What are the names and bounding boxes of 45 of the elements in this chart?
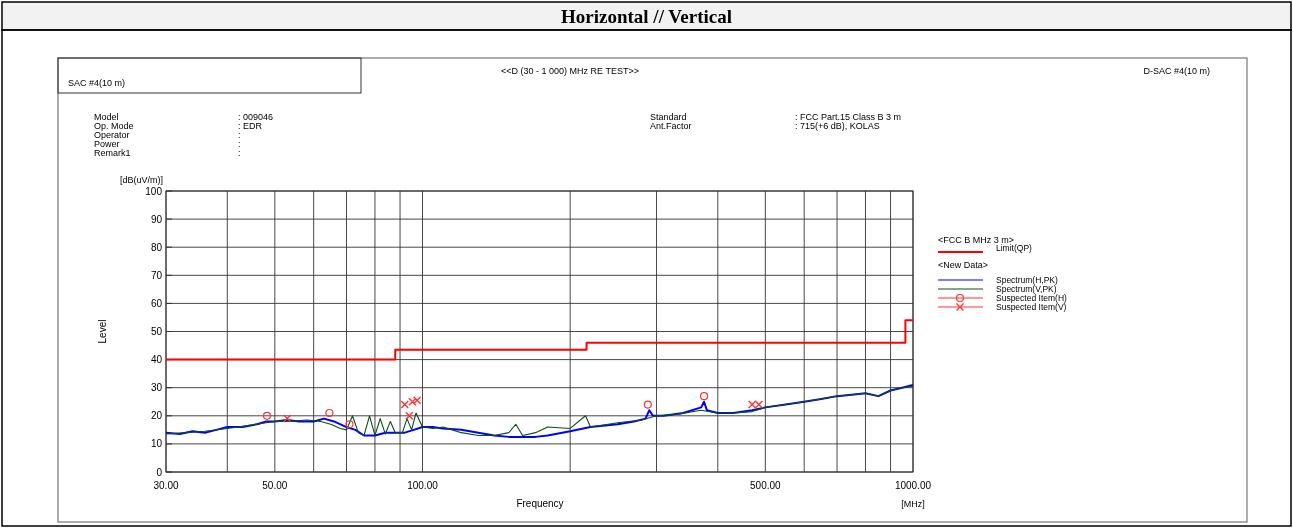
y-tick-label: 80 — [150, 241, 163, 253]
x-tick-label: 100.00 — [407, 480, 439, 491]
y-axis-title: Level — [97, 319, 108, 344]
x-axis-title: Frequency — [516, 498, 564, 509]
y-tick-label: 0 — [156, 466, 163, 478]
text: Model — [94, 112, 119, 122]
y-tick-label: 90 — [150, 213, 163, 225]
text: Spectrum(H,PK) — [996, 275, 1059, 285]
y-tick-label: 50 — [150, 326, 163, 337]
text: D-SAC #4(10 m) — [1143, 66, 1210, 76]
text: Spectrum(V,PK) — [996, 284, 1057, 294]
legend-title: <FCC B MHz 3 m> — [938, 235, 1015, 245]
text: <New Data> — [938, 260, 989, 270]
text: : EDR — [238, 121, 263, 131]
text: [MHz] — [901, 499, 925, 509]
x-tick-label: 30.00 — [153, 480, 179, 491]
chart-title: Horizontal // Vertical — [561, 6, 732, 27]
y-tick-label: 60 — [150, 297, 163, 309]
y-tick-label: 100 — [145, 185, 163, 197]
y-tick-label: 40 — [150, 354, 163, 366]
y-tick-label: 10 — [150, 438, 163, 450]
text: Op. Mode — [94, 121, 134, 131]
text: Power — [94, 139, 120, 149]
y-tick-label: 30 — [150, 382, 163, 394]
text: Remark1 — [94, 148, 131, 158]
chart-subtitle: <<D (30 - 1 000) MHz RE TEST>> — [501, 66, 639, 76]
text: : FCC Part.15 Class B 3 m — [795, 112, 902, 122]
x-tick-label: 50.00 — [262, 480, 288, 491]
x-tick-label: 1000.00 — [894, 480, 932, 491]
text: : 715(+6 dB), KOLAS — [795, 121, 880, 131]
text: : 009046 — [238, 112, 274, 122]
text: [dB(uV/m)] — [120, 175, 164, 185]
text: SAC #4(10 m) — [68, 78, 126, 88]
y-tick-label: 70 — [150, 269, 163, 281]
text: : — [238, 130, 241, 140]
text: Suspected Item(H) — [996, 293, 1068, 303]
text: Suspected Item(V) — [996, 302, 1067, 312]
text: Standard — [650, 112, 687, 122]
x-tick-label: 500.00 — [750, 480, 782, 491]
text: Ant.Factor — [650, 121, 692, 131]
text: Limit(QP) — [996, 243, 1033, 253]
text: : — [238, 139, 241, 149]
text: Operator — [94, 130, 130, 140]
y-tick-label: 20 — [150, 410, 163, 422]
text: : — [238, 148, 241, 158]
